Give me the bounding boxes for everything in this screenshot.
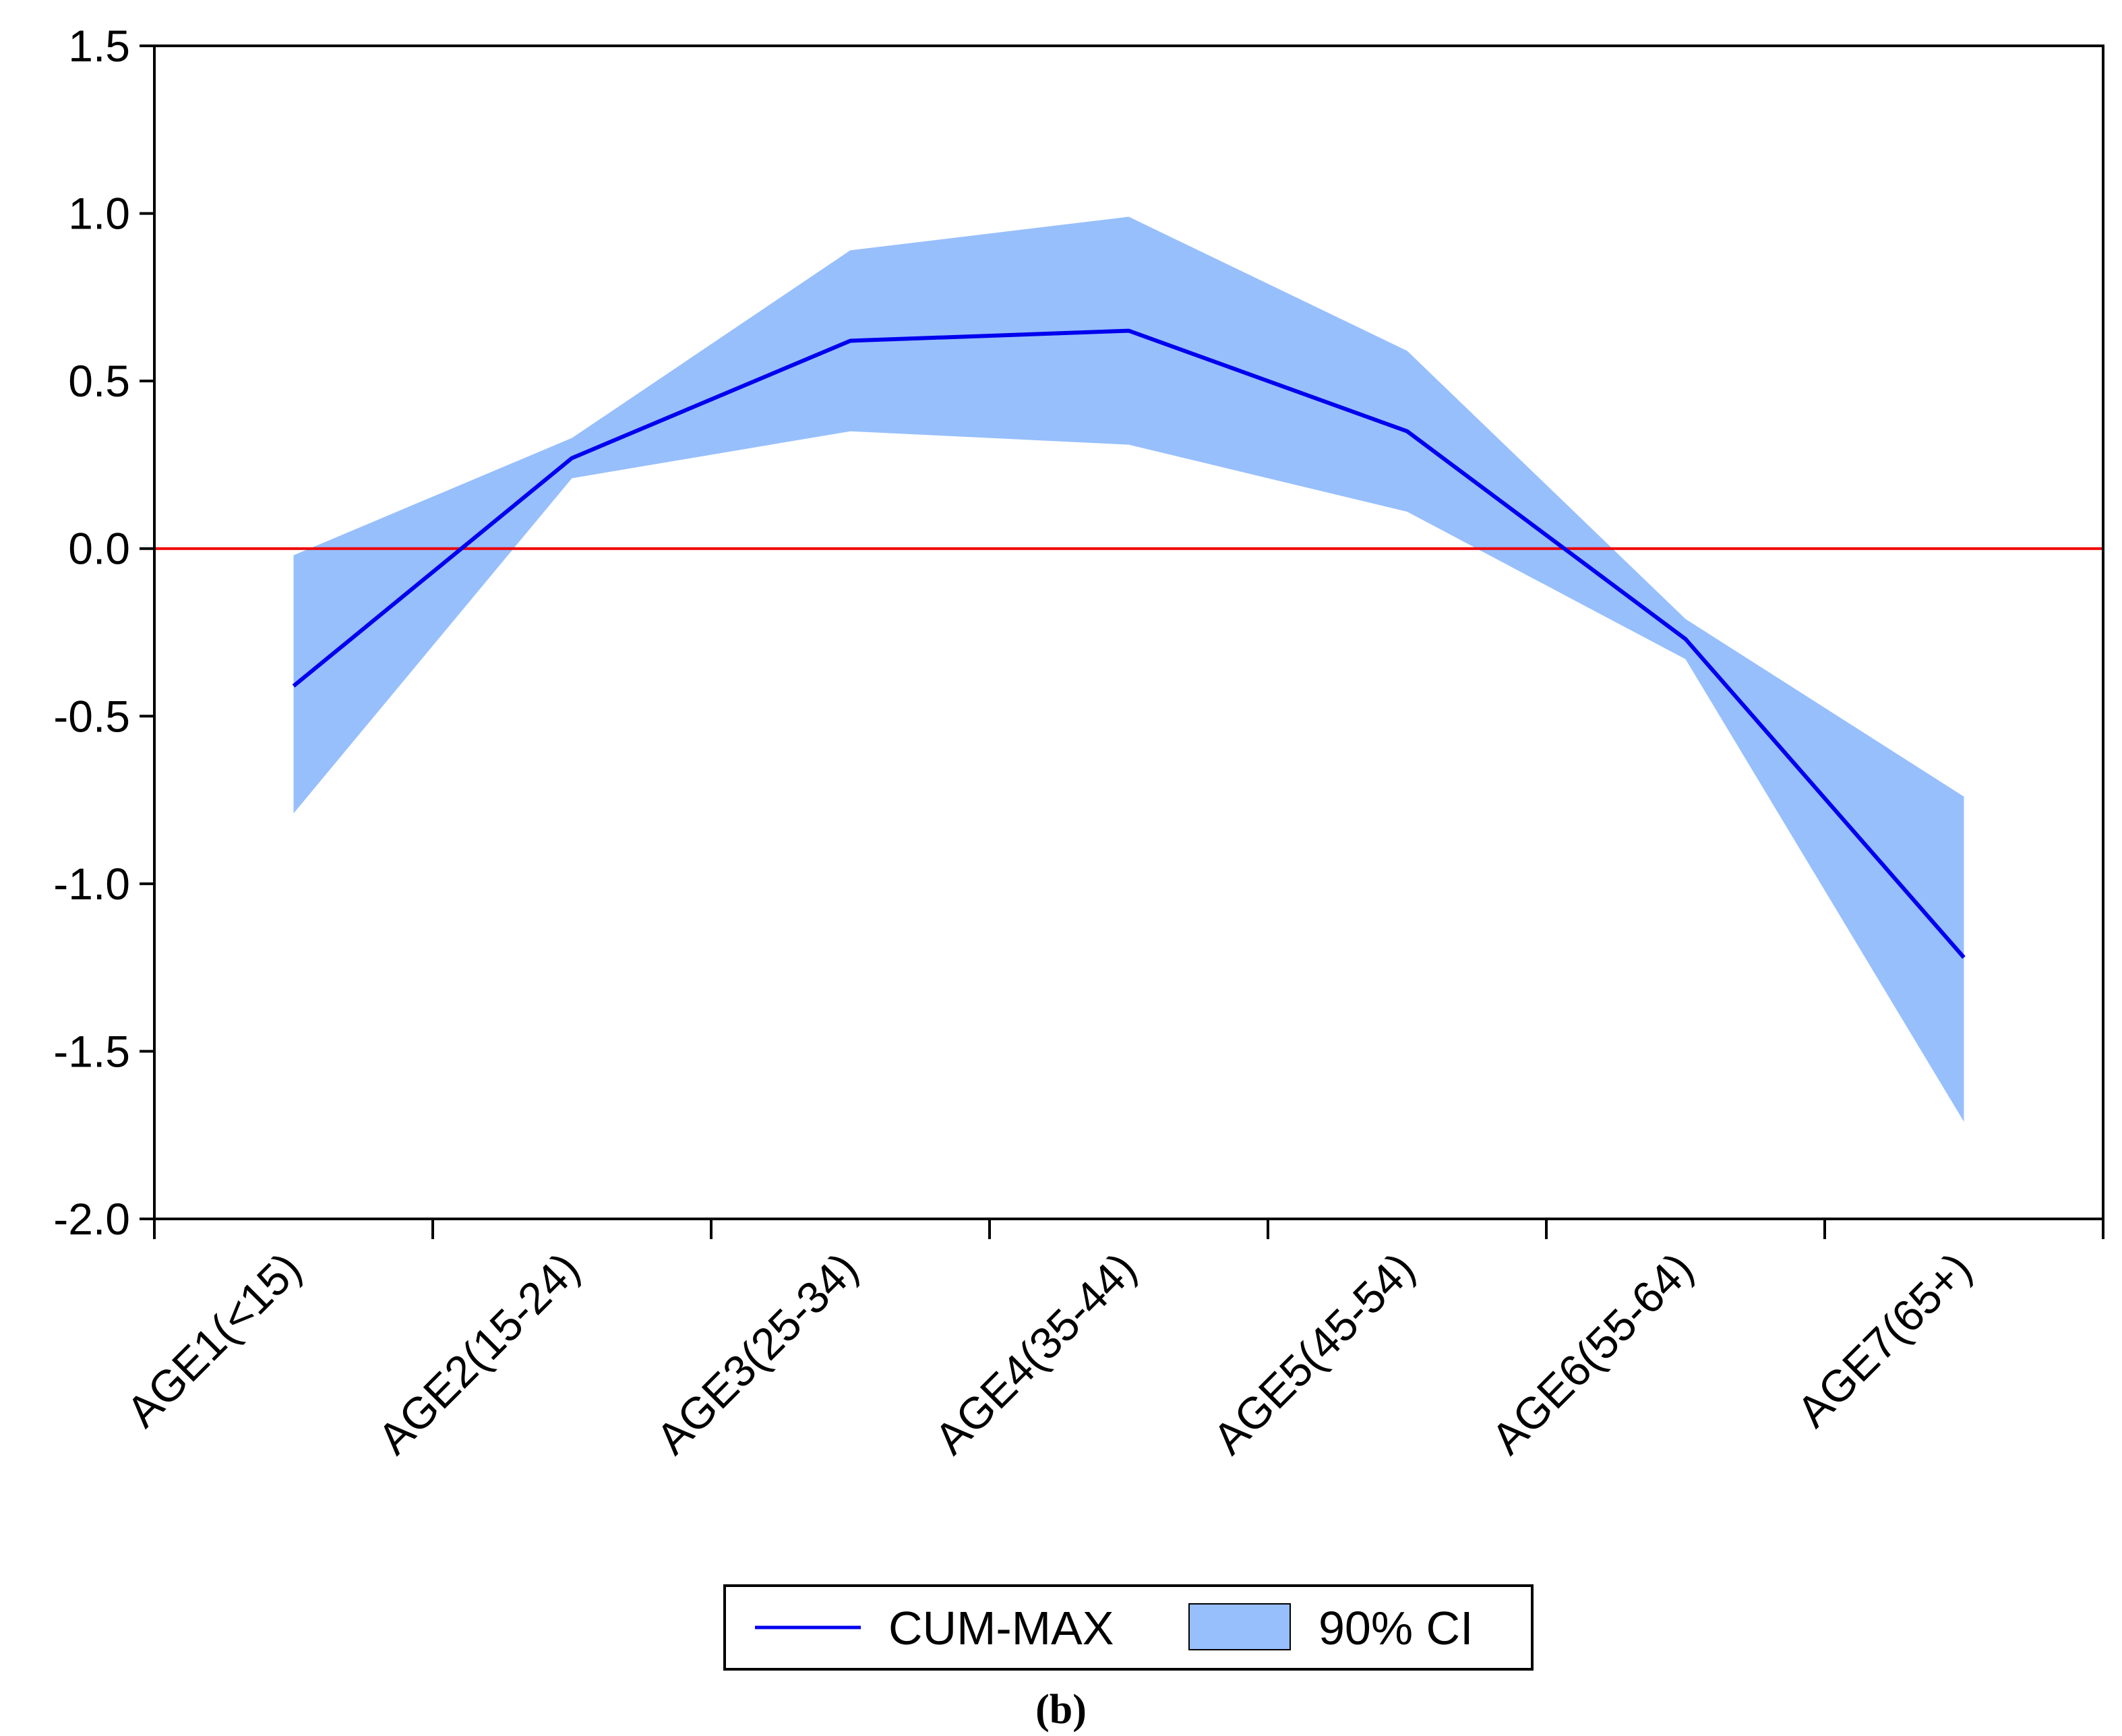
caption-open: ( (1035, 1687, 1050, 1733)
x-tick-label: AGE6(55-64) (1482, 1243, 1702, 1464)
y-tick-label: -2.0 (53, 1194, 130, 1244)
x-tick-label: AGE5(45-54) (1203, 1243, 1424, 1464)
plot-frame (153, 44, 2104, 1220)
y-tick-label: -1.5 (53, 1026, 130, 1076)
caption-close: ) (1072, 1687, 1087, 1733)
series-line-layer (292, 328, 1966, 959)
y-tick-label: 0.0 (68, 524, 130, 574)
x-tick-label: AGE1(<15) (117, 1243, 310, 1437)
legend: CUM-MAX 90% CI (723, 1584, 1534, 1671)
caption-letter: b (1050, 1687, 1072, 1733)
y-tick-label: -0.5 (53, 691, 130, 741)
x-tick-label: AGE7(65+) (1787, 1243, 1980, 1437)
figure-caption: (b) (1035, 1687, 1087, 1733)
ci-band-layer (293, 216, 1964, 1122)
y-tick-label: 1.0 (68, 189, 130, 239)
ci-band (293, 216, 1964, 1122)
y-axis: 1.5 1.0 0.5 0.0 -0.5 -1.0 -1.5 -2.0 (53, 21, 154, 1244)
legend-band-swatch (1188, 1603, 1291, 1650)
y-tick-label: 0.5 (68, 356, 130, 406)
x-axis: AGE1(<15) AGE2(15-24) AGE3(25-34) AGE4(35-4… (117, 1219, 2104, 1464)
x-tick-label: AGE2(15-24) (368, 1243, 588, 1464)
y-tick-label: -1.0 (53, 859, 130, 909)
legend-label-series: CUM-MAX (888, 1602, 1114, 1654)
legend-label-band: 90% CI (1318, 1602, 1474, 1654)
y-tick-label: 1.5 (68, 21, 130, 71)
x-tick-label: AGE4(35-44) (925, 1243, 1145, 1464)
x-tick-label: AGE3(25-34) (646, 1243, 867, 1464)
